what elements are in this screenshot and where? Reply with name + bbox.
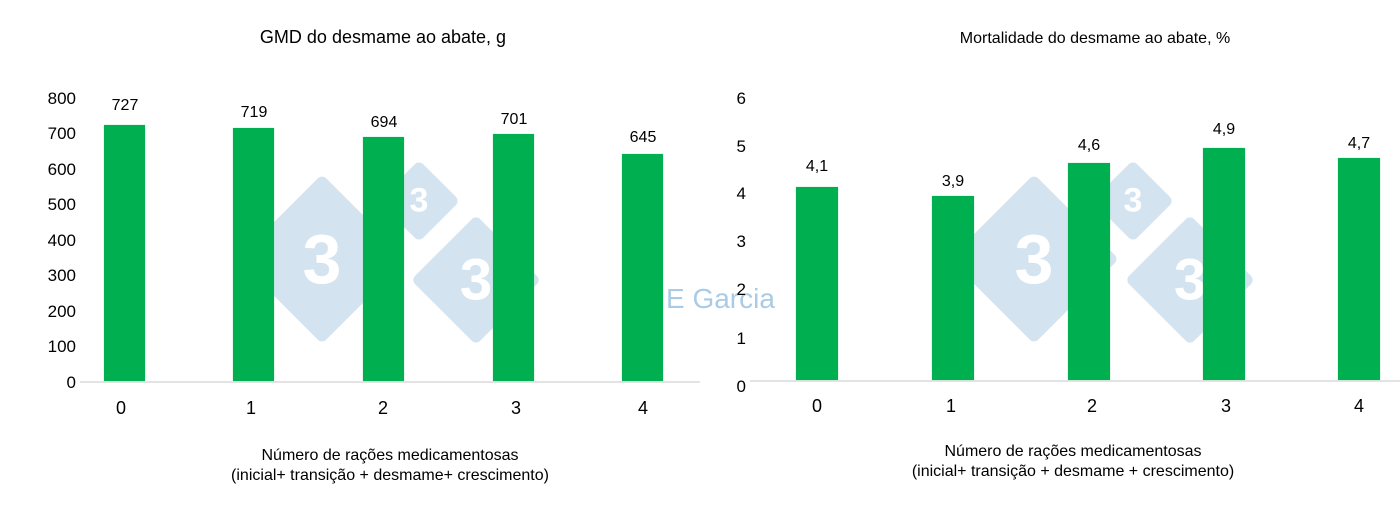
x-tick: 4 — [637, 398, 649, 418]
x-axis-line — [750, 380, 1400, 382]
y-tick: 400 — [47, 231, 76, 250]
x-tick: 1 — [245, 398, 257, 418]
y-tick: 200 — [47, 302, 76, 321]
bar-0 — [104, 125, 145, 381]
mortality-chart: Mortalidade do desmame ao abate, % 6 5 4… — [700, 0, 1400, 507]
value-label: 4,7 — [1347, 135, 1371, 152]
y-tick: 6 — [736, 89, 746, 108]
y-tick: 700 — [47, 124, 76, 143]
y-tick: 0 — [66, 373, 76, 392]
x-tick: 1 — [945, 396, 957, 416]
bar-0 — [796, 187, 838, 380]
bar-2 — [1068, 163, 1110, 380]
bar-1 — [932, 196, 974, 380]
x-tick: 0 — [115, 398, 127, 418]
value-label: 4,1 — [805, 158, 829, 175]
value-label: 3,9 — [941, 173, 965, 190]
value-label: 694 — [370, 114, 398, 131]
bar-1 — [233, 128, 274, 381]
x-tick: 2 — [1086, 396, 1098, 416]
y-tick: 4 — [736, 184, 746, 203]
value-label: 645 — [629, 129, 657, 146]
x-axis-label: Número de rações medicamentosas (inicial… — [911, 443, 1235, 480]
chart-title: Mortalidade do desmame ao abate, % — [959, 30, 1231, 47]
y-tick: 3 — [736, 232, 746, 251]
value-label: 4,9 — [1212, 121, 1236, 138]
x-axis-label: Número de rações medicamentosas (inicial… — [231, 447, 549, 484]
y-tick: 800 — [47, 89, 76, 108]
bar-3 — [493, 134, 534, 381]
x-axis-line — [80, 381, 700, 383]
y-tick: 500 — [47, 195, 76, 214]
y-tick: 1 — [736, 329, 746, 348]
x-tick: 3 — [510, 398, 522, 418]
x-tick: 4 — [1353, 396, 1365, 416]
y-tick: 5 — [736, 137, 746, 156]
watermark-text: E Garcia — [666, 283, 775, 314]
y-tick: 100 — [47, 337, 76, 356]
y-tick: 300 — [47, 266, 76, 285]
value-label: 719 — [240, 104, 268, 121]
bar-4 — [1338, 158, 1380, 380]
value-label: 4,6 — [1077, 137, 1101, 154]
x-tick: 2 — [377, 398, 389, 418]
value-label: 727 — [111, 97, 139, 114]
bar-2 — [363, 137, 404, 381]
chart-title: GMD do desmame ao abate, g — [259, 27, 507, 47]
value-label: 701 — [500, 111, 528, 128]
bar-3 — [1203, 148, 1245, 380]
y-tick: 0 — [736, 377, 746, 396]
x-tick: 0 — [811, 396, 823, 416]
bar-4 — [622, 154, 663, 381]
gmd-chart: GMD do desmame ao abate, g 800 700 600 5… — [47, 27, 700, 484]
y-tick: 600 — [47, 160, 76, 179]
x-tick: 3 — [1220, 396, 1232, 416]
y-tick: 2 — [736, 280, 746, 299]
